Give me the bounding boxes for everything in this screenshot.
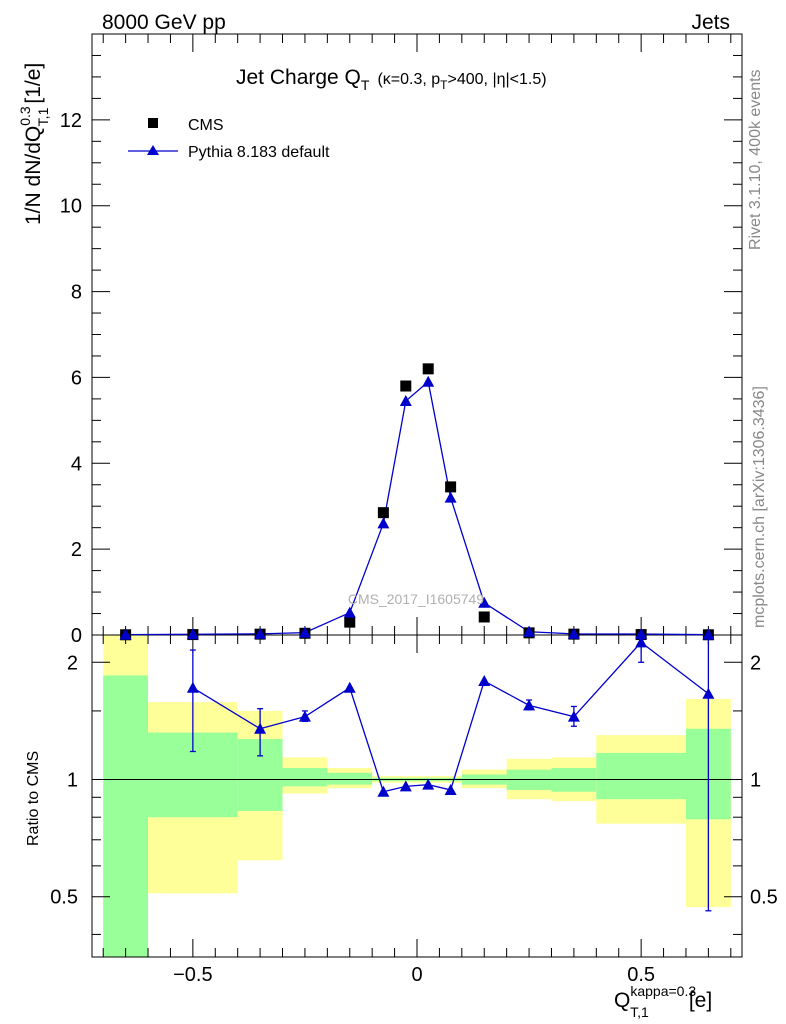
main-y-axis: 0 2 4 6 8 10 12 — [60, 54, 742, 647]
title-cond-rest: >400, |η|<1.5) — [448, 71, 547, 88]
pythia-point-7 — [422, 375, 435, 387]
ratio-point-6 — [422, 778, 435, 790]
band-green-10 — [596, 752, 686, 800]
ratio-point-1 — [254, 722, 267, 734]
ratio-ytick-label-left-0: 0.5 — [50, 887, 78, 909]
ratio-point-4 — [377, 785, 390, 797]
cms-point-9 — [478, 611, 490, 623]
main-ytick-label-0: 0 — [71, 625, 82, 647]
generator-info: Rivet 3.1.10, 400k events — [747, 69, 764, 250]
pythia-point-5 — [377, 517, 390, 529]
analysis-watermark: CMS_2017_I1605749 — [348, 591, 484, 607]
title-main: Jet Charge Q — [236, 66, 361, 89]
pythia-point-2 — [254, 627, 267, 639]
main-ytick-label-3: 6 — [71, 367, 82, 389]
pythia-point-1 — [186, 628, 199, 640]
ratio-point-11 — [635, 636, 648, 648]
ratio-point-12 — [702, 687, 715, 699]
main-series-layer — [119, 363, 715, 641]
ylabel-main: 1/N dN/dQ — [22, 126, 45, 225]
cms-point-6 — [400, 380, 412, 392]
ratio-point-2 — [298, 710, 311, 722]
ratio-series-layer — [186, 635, 715, 912]
legend-cms-marker — [148, 118, 158, 128]
band-green-4 — [327, 772, 373, 785]
legend: CMS Pythia 8.183 default — [128, 117, 330, 161]
cms-point-8 — [445, 481, 457, 493]
ratio-xtick-label-2: 0.5 — [627, 964, 655, 986]
pythia-point-9 — [478, 596, 491, 608]
ratio-y-axis-label: Ratio to CMS — [25, 751, 42, 846]
main-y-axis-label: 1/N dN/dQ0.3 T,1 [1/e] — [17, 63, 51, 225]
cms-point-4 — [344, 616, 356, 628]
ratio-ytick-label-left-2: 2 — [67, 652, 78, 674]
main-ytick-label-1: 2 — [71, 539, 82, 561]
ratio-point-10 — [567, 710, 580, 722]
ratio-ytick-label-left-1: 1 — [67, 769, 78, 791]
legend-pythia-label: Pythia 8.183 default — [188, 144, 330, 161]
x-axis-label: Qkappa=0.3 T,1 [e] — [614, 983, 712, 1020]
ratio-point-8 — [478, 675, 491, 687]
title-sub: T — [361, 77, 370, 93]
pythia-point-0 — [119, 628, 132, 640]
title-cond: (κ=0.3, p — [377, 71, 440, 88]
ratio-point-0 — [186, 681, 199, 693]
legend-pythia-marker — [147, 145, 159, 155]
pythia-line — [125, 380, 709, 636]
ratio-xtick-label-1: 0 — [411, 964, 422, 986]
ylabel-sup: 0.3 — [17, 106, 33, 126]
pythia-point-10 — [523, 625, 536, 637]
xlabel-main: Q — [614, 989, 630, 1012]
ratio-x-axis: −0.5 0 0.5 — [102, 635, 732, 986]
source-info: mcplots.cern.ch [arXiv:1306.3436] — [751, 386, 768, 628]
ratio-y-axis: 0.5 0.5 1 1 2 2 — [50, 652, 778, 935]
header-right-label: Jets — [691, 11, 730, 34]
ratio-point-3 — [343, 681, 356, 693]
ratio-point-5 — [399, 780, 412, 792]
title-cond-sub: T — [440, 78, 448, 92]
ylabel-sub: T,1 — [35, 107, 51, 126]
pythia-point-12 — [635, 628, 648, 640]
pythia-point-4 — [343, 606, 356, 618]
pythia-point-8 — [444, 491, 457, 503]
chart-title: Jet Charge QT (κ=0.3, pT>400, |η|<1.5) — [236, 66, 547, 93]
main-ytick-label-2: 4 — [71, 453, 82, 475]
band-green-0 — [103, 675, 149, 957]
cms-point-5 — [377, 507, 389, 519]
xlabel-unit: [e] — [689, 989, 712, 1012]
pythia-point-13 — [702, 628, 715, 640]
ratio-xtick-label-0: −0.5 — [173, 964, 212, 986]
ratio-ytick-label-right-2: 2 — [750, 652, 761, 674]
pythia-point-3 — [298, 626, 311, 638]
xlabel-sub: T,1 — [630, 1004, 649, 1020]
legend-cms-label: CMS — [188, 117, 224, 134]
ylabel-unit: [1/e] — [22, 63, 45, 104]
ratio-ytick-label-right-1: 1 — [750, 769, 761, 791]
ratio-point-9 — [523, 699, 536, 711]
cms-point-7 — [422, 363, 434, 375]
ratio-uncertainty-bands — [103, 635, 731, 957]
ratio-ytick-label-right-0: 0.5 — [750, 887, 778, 909]
main-ytick-label-4: 8 — [71, 282, 82, 304]
main-ytick-label-5: 10 — [60, 196, 82, 218]
band-green-3 — [282, 768, 328, 787]
header-left-label: 8000 GeV pp — [102, 11, 226, 34]
pythia-point-11 — [567, 627, 580, 639]
xlabel-sup: kappa=0.3 — [630, 983, 696, 999]
pythia-point-6 — [399, 395, 412, 407]
main-ytick-label-6: 12 — [60, 110, 82, 132]
ratio-point-7 — [444, 783, 457, 795]
